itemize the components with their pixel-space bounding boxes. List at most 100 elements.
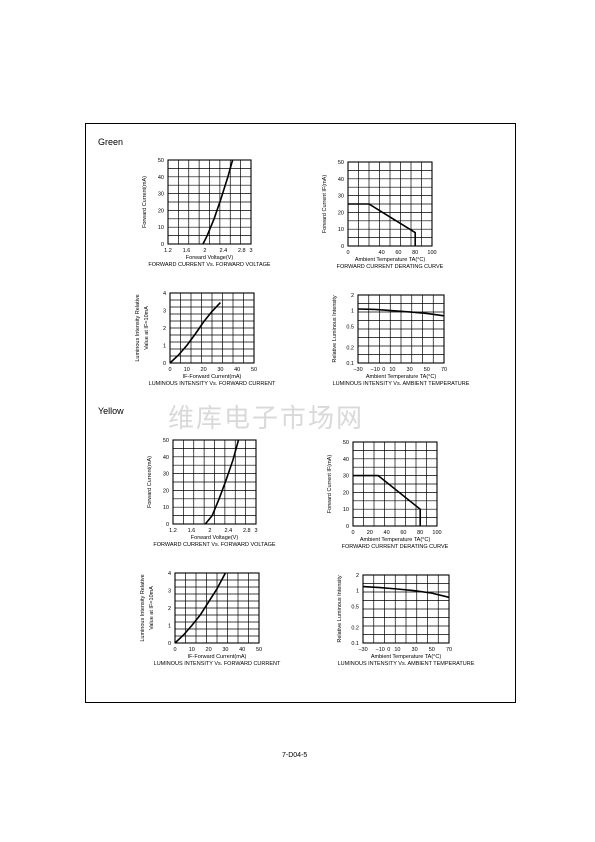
chart-green-forward-voltage: 0 10 20 30 40 50 1.2 1.6 2 2.4 2.8 3 Forward Voltage… — [142, 158, 271, 268]
y-tick-label: 1 — [163, 344, 166, 350]
x-tick-label: 10 — [184, 367, 190, 373]
x-tick-label: −30 — [353, 367, 362, 373]
chart-title: LUMINOUS INTENSITY Vs. AMBIENT TEMPERATU… — [333, 381, 470, 387]
x-axis-label: Forward Voltage(V) — [191, 535, 239, 541]
y-axis-label: Relative Luminous Intensity — [337, 575, 343, 643]
watermark: 维库电子市场网 — [168, 404, 365, 434]
y-axis-label: Value at IF=10mA — [149, 586, 155, 630]
y-axis-label: Forward Current(mA) — [142, 176, 148, 228]
chart-yellow-forward-voltage: 0 10 20 30 40 50 1.2 1.6 2 2.4 2.8 3 Forward Voltage… — [147, 438, 276, 548]
plot-frame — [167, 159, 252, 245]
x-tick-label: 50 — [429, 647, 435, 653]
x-tick-label: 40 — [379, 250, 385, 256]
y-tick-label: 10 — [343, 507, 349, 513]
x-axis-label: Forward Voltage(V) — [186, 255, 234, 261]
x-tick-label: 0 — [168, 367, 171, 373]
series-line — [362, 585, 450, 599]
chart-yellow-intensity-temperature: 0.1 0.2 0.5 1 2 −30 −10 0 10 30 50 70 Ambient Temper… — [337, 573, 475, 667]
y-tick-label: 20 — [343, 490, 349, 496]
y-tick-label: 10 — [338, 227, 344, 233]
y-tick-label: 40 — [163, 455, 169, 461]
x-tick-label: 0 — [346, 250, 349, 256]
x-axis-label: Ambient Temperature TA(°C) — [366, 374, 437, 380]
x-tick-label: 80 — [412, 250, 418, 256]
chart-title: FORWARD CURRENT Vs. FORWARD VOLTAGE — [153, 542, 276, 548]
x-tick-label: −10 — [376, 647, 385, 653]
x-tick-label: 3 — [254, 528, 257, 534]
x-tick-label: 60 — [395, 250, 401, 256]
y-tick-label: 0.2 — [351, 625, 359, 631]
x-tick-label: 30 — [222, 647, 228, 653]
y-tick-label: 50 — [158, 158, 164, 164]
y-tick-label: 0.1 — [351, 641, 359, 647]
x-tick-label: 2.8 — [238, 248, 246, 254]
y-tick-label: 30 — [343, 474, 349, 480]
x-tick-label: −30 — [358, 647, 367, 653]
y-tick-label: 50 — [163, 438, 169, 444]
x-tick-label: 100 — [432, 530, 441, 536]
chart-title: LUMINOUS INTENSITY Vs. FORWARD CURRENT — [154, 661, 281, 667]
plot-frame — [352, 441, 438, 527]
y-tick-label: 20 — [158, 208, 164, 214]
series-line — [348, 203, 416, 246]
x-tick-label: 1.6 — [188, 528, 196, 534]
y-tick-label: 1 — [356, 589, 359, 595]
x-tick-label: 100 — [427, 250, 436, 256]
x-tick-label: 20 — [367, 530, 373, 536]
y-tick-label: 2 — [356, 573, 359, 579]
plot-frame — [362, 574, 450, 644]
plot-frame — [172, 439, 257, 525]
y-tick-label: 0 — [341, 244, 344, 250]
x-tick-label: 2.8 — [243, 528, 251, 534]
series-line — [202, 159, 234, 245]
y-axis-label: Forward Current(mA) — [147, 456, 153, 508]
y-tick-label: 30 — [158, 192, 164, 198]
x-tick-label: 3 — [249, 248, 252, 254]
series-line — [353, 474, 421, 526]
y-axis-label: Luminous Intensity Relative — [140, 574, 146, 641]
y-tick-label: 50 — [338, 160, 344, 166]
x-tick-label: 0 — [173, 647, 176, 653]
y-tick-label: 40 — [343, 457, 349, 463]
x-tick-label: 40 — [234, 367, 240, 373]
y-tick-label: 4 — [163, 291, 166, 297]
chart-title: FORWARD CURRENT DERATING CURVE — [342, 544, 449, 550]
y-tick-label: 0 — [168, 641, 171, 647]
y-tick-label: 1 — [168, 624, 171, 630]
series-line — [169, 302, 221, 364]
x-tick-label: 0 — [351, 530, 354, 536]
x-tick-label: 10 — [394, 647, 400, 653]
x-axis-label: Ambient Temperature TA(°C) — [355, 257, 426, 263]
x-tick-label: 20 — [206, 647, 212, 653]
x-tick-label: 60 — [400, 530, 406, 536]
x-tick-label: 70 — [446, 647, 452, 653]
y-tick-label: 0.2 — [346, 345, 354, 351]
x-tick-label: 1.2 — [169, 528, 177, 534]
chart-title: LUMINOUS INTENSITY Vs. AMBIENT TEMPERATU… — [338, 661, 475, 667]
y-tick-label: 30 — [163, 472, 169, 478]
y-tick-label: 50 — [343, 440, 349, 446]
x-tick-label: 2.4 — [225, 528, 233, 534]
x-tick-label: 10 — [189, 647, 195, 653]
x-axis-label: Ambient Temperature TA(°C) — [371, 654, 442, 660]
x-tick-label: 50 — [256, 647, 262, 653]
y-tick-label: 0.5 — [351, 604, 359, 610]
y-tick-label: 10 — [158, 225, 164, 231]
plot-frame — [174, 572, 260, 644]
y-tick-label: 4 — [168, 571, 171, 577]
x-tick-label: 30 — [217, 367, 223, 373]
y-tick-label: 0 — [161, 242, 164, 248]
y-tick-label: 40 — [338, 177, 344, 183]
x-tick-label: 10 — [389, 367, 395, 373]
x-axis-label: IF-Forward Current(mA) — [183, 374, 242, 380]
y-tick-label: 3 — [163, 309, 166, 315]
section-label-yellow: Yellow — [98, 406, 124, 416]
y-axis-label: Forward Current IF(mA) — [327, 455, 333, 514]
chart-title: LUMINOUS INTENSITY Vs. FORWARD CURRENT — [149, 381, 276, 387]
y-axis-label: Value at IF=10mA — [144, 306, 150, 350]
figure-frame — [85, 123, 516, 703]
y-tick-label: 2 — [163, 326, 166, 332]
